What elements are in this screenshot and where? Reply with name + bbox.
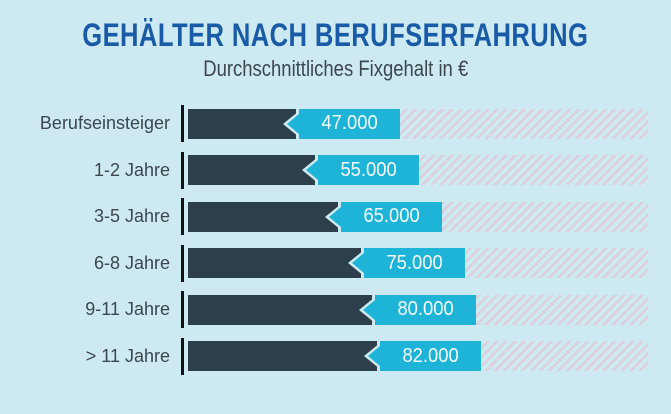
bar-row: 6-8 Jahre 75.000	[0, 244, 671, 282]
category-label: Berufseinsteiger	[39, 113, 170, 133]
bar-track: 75.000	[188, 248, 648, 278]
bar	[188, 108, 296, 139]
bar	[188, 294, 372, 325]
value-tag: 82.000	[377, 341, 481, 371]
bar-track: 80.000	[188, 294, 648, 325]
value-tag: 75.000	[361, 248, 465, 278]
bar-row: 3-5 Jahre 65.000	[0, 198, 671, 235]
category-label: 3-5 Jahre	[93, 206, 170, 226]
axis-tick	[181, 244, 184, 282]
bar-row: Berufseinsteiger 47.000	[0, 105, 671, 142]
bar-row: 9-11 Jahre 80.000	[0, 291, 671, 328]
bar-track: 47.000	[188, 108, 648, 139]
axis-tick	[181, 151, 184, 189]
value-tag-label: 55.000	[340, 158, 397, 181]
bar	[188, 248, 361, 278]
chart-subtitle: Durchschnittliches Fixgehalt in €	[202, 55, 468, 81]
axis-tick	[181, 105, 184, 142]
category-label: 1-2 Jahre	[93, 159, 170, 180]
value-tag: 65.000	[338, 201, 442, 232]
bar	[188, 341, 377, 371]
bar-rows: Berufseinsteiger 47.000 1-2 Jahre 55.000…	[0, 105, 671, 384]
bar-row: 1-2 Jahre 55.000	[0, 151, 671, 189]
bar-track: 82.000	[188, 341, 648, 371]
value-tag-label: 65.000	[363, 205, 420, 227]
axis-tick	[181, 337, 184, 375]
value-tag-label: 82.000	[402, 344, 459, 367]
bar	[188, 155, 315, 185]
axis-tick	[181, 198, 184, 235]
value-tag-label: 47.000	[321, 112, 378, 134]
bar-track: 65.000	[188, 201, 648, 232]
bar-row: > 11 Jahre 82.000	[0, 337, 671, 375]
value-tag: 55.000	[315, 155, 419, 185]
category-label: 9-11 Jahre	[85, 299, 170, 319]
value-tag-label: 75.000	[386, 251, 443, 274]
value-tag-label: 80.000	[397, 298, 454, 320]
axis-tick	[181, 291, 184, 328]
value-tag: 47.000	[296, 108, 400, 139]
category-label: > 11 Jahre	[85, 345, 170, 366]
value-tag: 80.000	[372, 294, 476, 325]
bar	[188, 201, 338, 232]
bar-track: 55.000	[188, 155, 648, 185]
page-title: GEHÄLTER NACH BERUFSERFAHRUNG	[82, 17, 589, 53]
chart-header: GEHÄLTER NACH BERUFSERFAHRUNG Durchschni…	[0, 0, 671, 82]
category-label: 6-8 Jahre	[93, 252, 170, 273]
